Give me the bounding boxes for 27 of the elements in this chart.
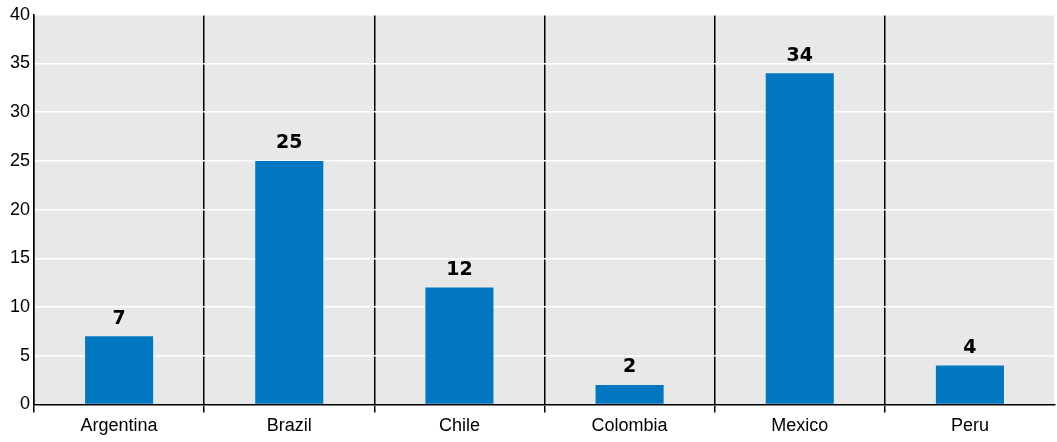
x-tick-label: Chile <box>438 415 480 436</box>
data-label: 2 <box>622 354 637 377</box>
y-tick-label: 10 <box>9 295 31 316</box>
bar <box>85 336 154 404</box>
bar <box>425 287 494 404</box>
y-tick-label: 30 <box>9 101 31 122</box>
data-label: 7 <box>112 305 126 328</box>
x-tick-label: Colombia <box>591 415 669 436</box>
y-tick-label: 0 <box>20 393 31 414</box>
y-tick-label: 40 <box>9 3 31 24</box>
data-label: 25 <box>276 130 303 153</box>
bar <box>255 160 324 404</box>
x-tick-label: Brazil <box>266 415 312 436</box>
data-label: 34 <box>786 42 813 65</box>
data-label: 12 <box>446 256 473 279</box>
y-tick-label: 15 <box>9 247 31 268</box>
bar <box>595 384 664 404</box>
data-label: 4 <box>963 334 977 357</box>
bar <box>765 73 834 404</box>
bar <box>935 365 1004 404</box>
y-tick-label: 35 <box>9 52 31 73</box>
x-tick-label: Mexico <box>771 415 829 436</box>
x-tick-label: Argentina <box>80 415 159 436</box>
x-tick-label: Peru <box>950 415 989 436</box>
y-tick-label: 5 <box>20 344 31 365</box>
y-tick-label: 25 <box>9 149 31 170</box>
y-tick-label: 20 <box>9 198 31 219</box>
